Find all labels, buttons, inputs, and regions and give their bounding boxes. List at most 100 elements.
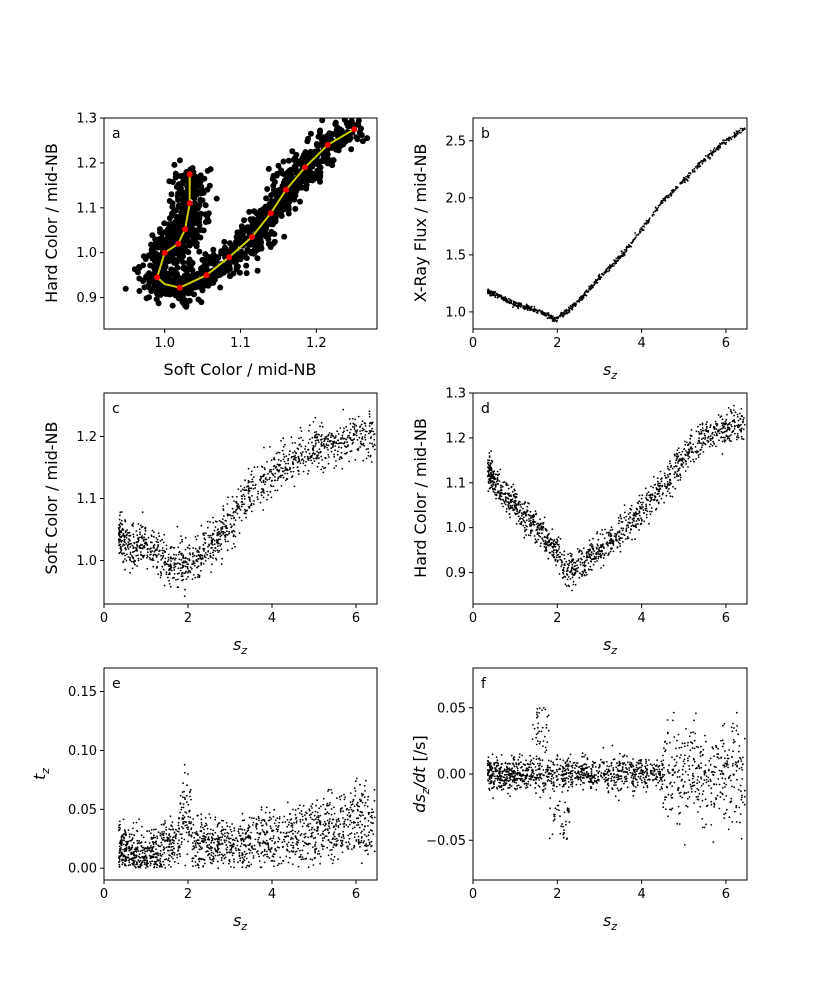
scatter-point (175, 578, 177, 581)
scatter-point (180, 259, 186, 266)
scatter-point (637, 517, 640, 520)
scatter-point (588, 556, 591, 559)
scatter-point (171, 269, 178, 276)
scatter-point (316, 439, 318, 441)
scatter-point (674, 454, 676, 457)
scatter-point (133, 562, 136, 564)
scatter-point (241, 495, 244, 498)
scatter-point (209, 521, 211, 523)
scatter-point (200, 257, 207, 263)
scatter-point (134, 547, 137, 549)
scatter-point (693, 460, 695, 463)
scatter-point (676, 449, 679, 452)
scatter-point (121, 545, 124, 547)
scatter-point (711, 154, 714, 157)
scatter-point (685, 454, 687, 457)
scatter-point (372, 430, 375, 433)
scatter-point (542, 540, 545, 542)
scatter-point (741, 421, 744, 424)
scatter-point (194, 576, 197, 579)
xtick-label: 4 (268, 611, 276, 626)
scatter-point (238, 516, 241, 519)
scatter-point (277, 470, 280, 473)
scatter-point (343, 430, 345, 432)
scatter-point (180, 575, 183, 578)
scatter-point (343, 135, 350, 142)
scatter-point (315, 433, 318, 436)
scatter-point (172, 170, 179, 177)
scatter-point (505, 482, 508, 485)
scatter-point (595, 556, 598, 558)
scatter-point (694, 446, 697, 448)
scatter-point (665, 477, 668, 479)
scatter-point (173, 553, 175, 556)
scatter-point (200, 569, 202, 572)
scatter-point (576, 564, 578, 567)
scatter-point (585, 294, 588, 297)
scatter-point (250, 473, 253, 476)
scatter-point (510, 499, 512, 502)
scatter-point (247, 216, 254, 223)
scatter-point (529, 519, 532, 522)
scatter-point (308, 130, 314, 137)
curve-node (203, 272, 210, 279)
scatter-point (212, 516, 214, 519)
scatter-point (341, 436, 344, 439)
scatter-point (218, 542, 221, 545)
scatter-point (733, 135, 735, 138)
scatter-point (340, 438, 342, 440)
scatter-point (650, 485, 652, 488)
scatter-point (722, 426, 725, 429)
scatter-point (624, 251, 627, 253)
scatter-point (532, 308, 535, 311)
scatter-point (696, 166, 699, 169)
scatter-point (612, 541, 615, 543)
scatter-point (120, 519, 123, 522)
scatter-point (663, 501, 665, 504)
scatter-point (241, 217, 248, 224)
scatter-point (334, 445, 337, 447)
scatter-point (709, 435, 712, 437)
scatter-point (218, 530, 221, 533)
scatter-point (206, 182, 213, 189)
ytick-label: 1.0 (445, 305, 466, 320)
scatter-point (197, 196, 204, 203)
scatter-point (661, 485, 663, 488)
scatter-point (309, 457, 311, 460)
scatter-point (571, 589, 573, 592)
scatter-point (317, 127, 324, 134)
scatter-point (715, 422, 718, 425)
scatter-point (647, 491, 650, 493)
scatter-point (674, 465, 677, 467)
scatter-point (293, 458, 296, 461)
scatter-point (598, 548, 600, 551)
scatter-point (590, 284, 593, 286)
scatter-point (187, 576, 189, 578)
scatter-point (292, 463, 294, 466)
scatter-point (656, 480, 659, 483)
scatter-point (175, 183, 182, 190)
scatter-point (733, 428, 736, 430)
scatter-point (722, 436, 725, 439)
scatter-point (117, 538, 120, 541)
scatter-point (211, 541, 213, 544)
scatter-point (677, 460, 680, 463)
scatter-point (287, 166, 294, 173)
scatter-point (629, 511, 631, 514)
scatter-point (289, 468, 291, 471)
scatter-point (619, 545, 622, 547)
scatter-point (540, 525, 543, 528)
scatter-point (185, 578, 188, 580)
scatter-point (742, 419, 745, 421)
scatter-point (596, 560, 598, 562)
scatter-point (645, 513, 648, 516)
scatter-point (524, 511, 527, 514)
scatter-point (330, 447, 333, 449)
scatter-point (553, 556, 555, 559)
scatter-point (249, 225, 256, 232)
scatter-point (738, 129, 741, 132)
scatter-point (497, 483, 500, 485)
scatter-point (489, 294, 492, 297)
scatter-point (129, 539, 131, 542)
scatter-point (500, 484, 503, 487)
